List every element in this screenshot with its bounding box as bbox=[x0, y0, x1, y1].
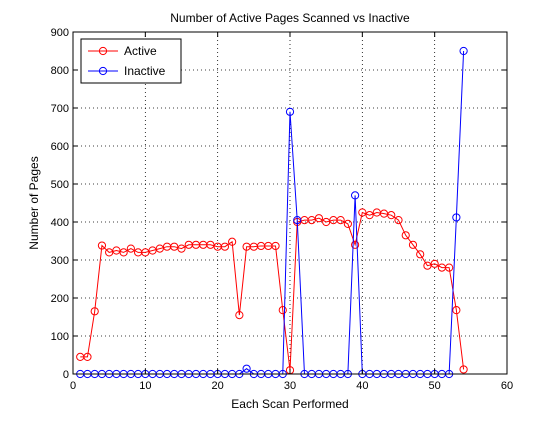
data-point-active bbox=[97, 241, 107, 250]
y-tick-label: 0 bbox=[63, 369, 69, 381]
data-point-active bbox=[452, 306, 461, 315]
y-tick-label: 300 bbox=[51, 255, 69, 267]
data-point-active bbox=[358, 208, 367, 217]
x-axis-label: Each Scan Performed bbox=[231, 397, 348, 411]
x-tick-label: 0 bbox=[70, 380, 76, 392]
x-tick-label: 20 bbox=[212, 380, 224, 392]
grid bbox=[73, 32, 507, 374]
data-point-active bbox=[170, 242, 179, 251]
y-tick-label: 100 bbox=[51, 331, 69, 343]
data-point-active bbox=[155, 244, 164, 253]
data-point-active bbox=[148, 246, 157, 255]
y-tick-label: 400 bbox=[51, 217, 69, 229]
data-point-active bbox=[401, 231, 410, 240]
data-point-active bbox=[387, 211, 396, 220]
data-point-active bbox=[365, 211, 374, 220]
data-point-active bbox=[459, 365, 468, 374]
data-point-active bbox=[141, 248, 150, 257]
data-point-active bbox=[126, 244, 135, 253]
x-tick-label: 10 bbox=[139, 380, 151, 392]
y-tick-label: 500 bbox=[51, 179, 69, 191]
data-point-active bbox=[220, 242, 229, 251]
legend-marker-active bbox=[98, 46, 108, 56]
data-point-inactive bbox=[242, 364, 251, 373]
legend-marker-inactive bbox=[98, 66, 108, 76]
data-point-active bbox=[322, 217, 331, 227]
data-point-active bbox=[445, 263, 454, 272]
y-tick-label: 800 bbox=[51, 65, 69, 77]
data-point-active bbox=[394, 216, 403, 225]
x-tick-label: 30 bbox=[284, 380, 296, 392]
data-point-active bbox=[112, 246, 121, 255]
data-point-active bbox=[423, 261, 432, 270]
legend-label-inactive: Inactive bbox=[124, 64, 166, 78]
data-point-active bbox=[416, 250, 425, 259]
y-axis-label: Number of Pages bbox=[27, 156, 41, 249]
data-point-inactive bbox=[452, 213, 461, 222]
data-point-active bbox=[430, 259, 439, 268]
data-point-active bbox=[351, 240, 360, 249]
data-point-active bbox=[206, 240, 215, 249]
data-point-active bbox=[314, 214, 324, 223]
chart-title: Number of Active Pages Scanned vs Inacti… bbox=[170, 11, 410, 25]
x-tick-label: 60 bbox=[501, 380, 513, 392]
series-line-inactive bbox=[80, 50, 465, 375]
data-point-inactive bbox=[459, 46, 468, 56]
data-point-active bbox=[228, 237, 237, 246]
data-point-inactive bbox=[285, 107, 295, 116]
data-point-active bbox=[278, 306, 287, 315]
data-point-active bbox=[83, 352, 92, 361]
data-point-active bbox=[90, 307, 99, 316]
data-point-active bbox=[271, 241, 280, 251]
series-line-active bbox=[80, 211, 465, 371]
data-point-active bbox=[105, 248, 114, 257]
legend: Active Inactive bbox=[80, 38, 182, 84]
legend-box bbox=[80, 38, 182, 84]
y-tick-label: 700 bbox=[51, 103, 69, 115]
y-tick-label: 200 bbox=[51, 293, 69, 305]
legend-entry-inactive: Inactive bbox=[88, 64, 166, 78]
legend-label-active: Active bbox=[124, 44, 157, 58]
data-point-active bbox=[408, 240, 418, 249]
data-point-active bbox=[307, 216, 316, 225]
data-point-inactive bbox=[351, 191, 360, 200]
data-point-inactive bbox=[293, 216, 302, 225]
plot-series bbox=[76, 46, 468, 379]
legend-entry-active: Active bbox=[88, 44, 157, 58]
data-point-active bbox=[235, 311, 244, 320]
y-tick-label: 900 bbox=[51, 27, 69, 39]
axis-ticks: 0 10 20 30 40 50 60010020030040050060070080090… bbox=[51, 27, 513, 392]
y-tick-label: 600 bbox=[51, 141, 69, 153]
x-tick-label: 50 bbox=[429, 380, 441, 392]
data-point-active bbox=[119, 248, 128, 257]
data-point-active bbox=[343, 219, 352, 228]
data-point-active bbox=[177, 244, 186, 253]
x-tick-label: 40 bbox=[356, 380, 368, 392]
data-point-active bbox=[336, 216, 345, 225]
